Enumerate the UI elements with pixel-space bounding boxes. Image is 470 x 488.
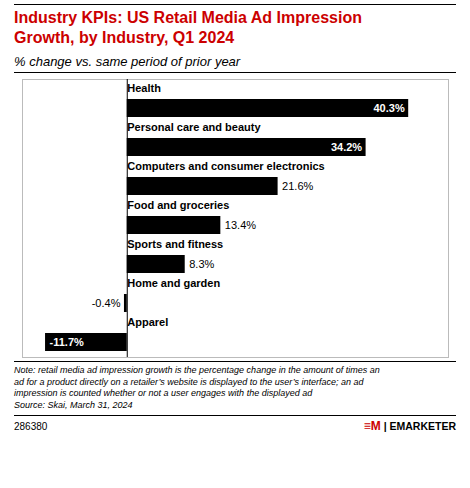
svg-text:Home and garden: Home and garden <box>127 277 220 289</box>
html-text:Note: retail media ad impressi: Note: retail media ad impression growth … <box>14 365 380 375</box>
svg-text:40.3%: 40.3% <box>373 102 404 114</box>
svg-text:34.2%: 34.2% <box>331 141 362 153</box>
html-text:≡M | EMARKETER: ≡M | EMARKETER <box>363 418 456 433</box>
svg-text:21.6%: 21.6% <box>282 180 313 192</box>
svg-text:Food and groceries: Food and groceries <box>127 199 229 211</box>
svg-text:-11.7%: -11.7% <box>50 336 84 348</box>
html-text:% change vs. same period of pr: % change vs. same period of prior year <box>14 54 241 69</box>
svg-text:-0.4%: -0.4% <box>92 297 121 309</box>
html-text:286380: 286380 <box>14 420 48 432</box>
html-text:impression is counted whether: impression is counted whether or not a u… <box>14 388 313 399</box>
svg-text:Sports and fitness: Sports and fitness <box>127 238 223 250</box>
svg-text:Computers and consumer electro: Computers and consumer electronics <box>127 160 324 172</box>
html-text:Industry KPIs: US Retail Media: Industry KPIs: US Retail Media Ad Impres… <box>14 9 362 46</box>
svg-text:13.4%: 13.4% <box>225 219 256 231</box>
svg-text:8.3%: 8.3% <box>189 258 214 270</box>
svg-text:Health: Health <box>127 82 161 94</box>
svg-text:Personal care and beauty: Personal care and beauty <box>127 121 261 133</box>
svg-text:Apparel: Apparel <box>127 316 168 328</box>
html-text:Source: Skai, March 31, 2024: Source: Skai, March 31, 2024 <box>14 400 133 411</box>
html-text:ad for a product directly on a: ad for a product directly on a retailer’… <box>14 376 364 387</box>
